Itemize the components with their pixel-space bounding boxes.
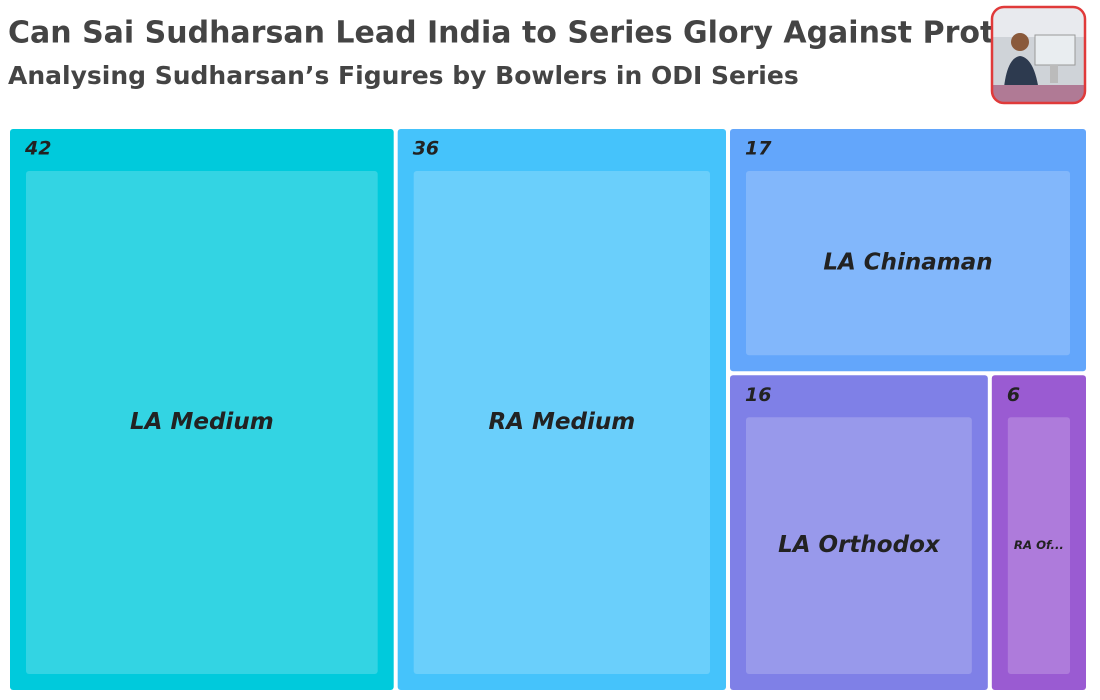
value-label: 6 — [1007, 384, 1020, 406]
chart-title: Can Sai Sudharsan Lead India to Series G… — [8, 16, 1070, 51]
category-label: RA Medium — [488, 409, 635, 435]
tile-inner — [413, 171, 710, 674]
tile — [991, 375, 1086, 690]
category-label: RA Of... — [1014, 538, 1064, 552]
value-label: 42 — [24, 138, 51, 160]
chart-subtitle: Analysing Sudharsan’s Figures by Bowlers… — [8, 61, 799, 90]
value-label: 36 — [413, 138, 439, 160]
category-label: LA Medium — [130, 409, 274, 435]
tile-inner — [1007, 417, 1070, 674]
tile-inner — [26, 171, 378, 674]
tile-inner — [746, 417, 972, 674]
tile — [10, 129, 394, 690]
treemap: 42 LA Medium 36 RA Medium 17 LA Chinaman 16 LA … — [10, 129, 1086, 690]
author-avatar — [990, 5, 1087, 105]
category-label: LA Chinaman — [823, 250, 992, 276]
tile — [397, 129, 726, 690]
value-label: 17 — [745, 138, 772, 160]
category-label: LA Orthodox — [778, 532, 941, 558]
tile — [730, 129, 1086, 372]
value-label: 16 — [745, 384, 771, 406]
tile — [730, 375, 988, 690]
tile-inner — [746, 171, 1070, 356]
